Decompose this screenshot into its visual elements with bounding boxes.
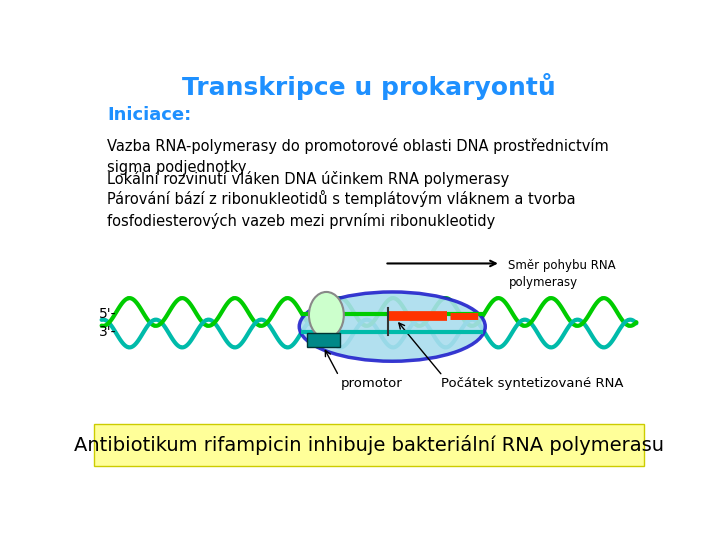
Text: 3'-: 3'-	[99, 325, 117, 339]
Bar	[94, 423, 644, 466]
Text: 5'-: 5'-	[99, 307, 117, 321]
Text: Vazba RNA-polymerasy do promotorové oblasti DNA prostřednictvím
sigma podjednotk: Vazba RNA-polymerasy do promotorové obla…	[107, 138, 609, 175]
Text: Směr pohybu RNA
polymerasy: Směr pohybu RNA polymerasy	[508, 259, 616, 289]
Text: Antibiotikum rifampicin inhibuje bakteriální RNA polymerasu: Antibiotikum rifampicin inhibuje bakteri…	[74, 435, 664, 455]
Ellipse shape	[309, 292, 344, 338]
Text: Počátek syntetizované RNA: Počátek syntetizované RNA	[441, 377, 624, 390]
Ellipse shape	[300, 292, 485, 361]
Bar	[307, 333, 340, 347]
Text: Lokální rozvinutí vláken DNA účinkem RNA polymerasy: Lokální rozvinutí vláken DNA účinkem RNA…	[107, 171, 509, 187]
Text: Iniciace:: Iniciace:	[107, 106, 192, 124]
Text: Transkripce u prokaryontů: Transkripce u prokaryontů	[182, 73, 556, 100]
Text: promotor: promotor	[341, 377, 402, 390]
Text: Párování bází z ribonukleotidů s templátovým vláknem a tvorba
fosfodiesterových : Párování bází z ribonukleotidů s templát…	[107, 190, 576, 229]
